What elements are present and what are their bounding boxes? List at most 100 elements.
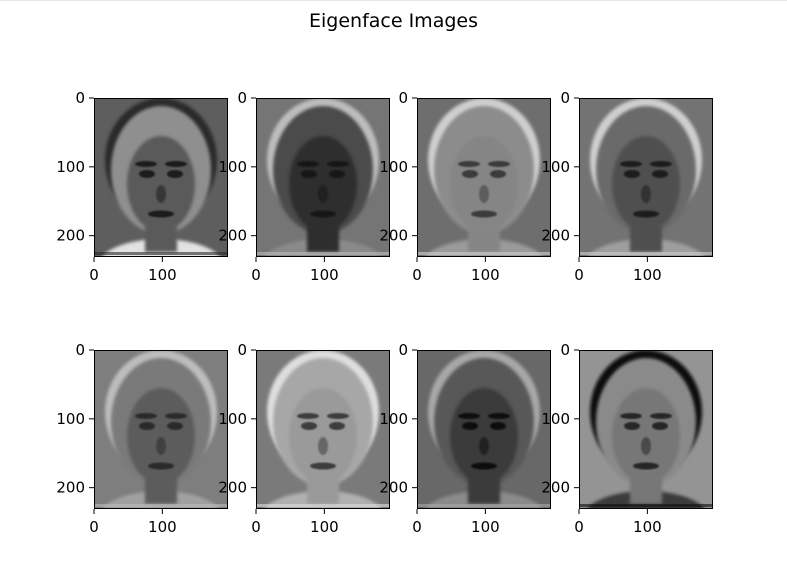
eigenface-image xyxy=(256,350,390,543)
eigenface-image xyxy=(94,350,228,543)
left-eyebrow xyxy=(458,413,480,419)
left-eye xyxy=(301,422,317,430)
y-tick-label: 200 xyxy=(56,227,85,245)
nose xyxy=(156,185,166,203)
bottom-band xyxy=(94,504,228,507)
nose xyxy=(641,185,651,203)
left-eye xyxy=(462,170,478,178)
mouth xyxy=(310,211,336,218)
panel-eigenface-1: 0 1000100200 xyxy=(56,89,228,291)
bottom-band xyxy=(579,504,713,507)
mouth xyxy=(148,211,174,218)
right-eyebrow xyxy=(327,413,349,419)
x-tick-label: 0 xyxy=(412,518,422,536)
nose xyxy=(318,437,328,455)
neck xyxy=(630,226,662,252)
right-eyebrow xyxy=(165,161,187,167)
face xyxy=(127,388,195,484)
y-tick-label: 100 xyxy=(541,410,570,428)
x-tick-label: 0 xyxy=(412,266,422,284)
y-tick-label: 0 xyxy=(75,89,85,107)
mouth xyxy=(471,211,497,218)
right-eye xyxy=(167,170,183,178)
left-eyebrow xyxy=(620,161,642,167)
x-tick-label: 100 xyxy=(471,266,500,284)
right-eyebrow xyxy=(488,161,510,167)
eigenface-image xyxy=(579,98,713,291)
left-eye xyxy=(624,422,640,430)
x-tick-label: 100 xyxy=(310,266,339,284)
eigenface-image xyxy=(579,350,713,543)
face xyxy=(450,388,518,484)
left-eye xyxy=(139,422,155,430)
x-tick-label: 100 xyxy=(148,518,177,536)
right-eye xyxy=(329,422,345,430)
right-eyebrow xyxy=(650,413,672,419)
right-eye xyxy=(490,422,506,430)
left-eye xyxy=(624,170,640,178)
right-eye xyxy=(329,170,345,178)
neck xyxy=(630,478,662,504)
x-tick-label: 0 xyxy=(89,266,99,284)
panel-eigenface-2: 0 100 0 100 200 xyxy=(218,89,390,291)
left-eyebrow xyxy=(297,161,319,167)
y-tick-label: 100 xyxy=(56,410,85,428)
y-tick-label: 100 xyxy=(379,410,408,428)
x-tick-label: 100 xyxy=(471,518,500,536)
left-eyebrow xyxy=(620,413,642,419)
eigenface-image xyxy=(417,350,551,543)
y-tick-label: 200 xyxy=(218,227,247,245)
mouth xyxy=(310,463,336,470)
y-tick-label: 0 xyxy=(237,341,247,359)
neck xyxy=(307,226,339,252)
mouth xyxy=(633,463,659,470)
bottom-band xyxy=(94,252,228,255)
y-tick-label: 0 xyxy=(398,341,408,359)
y-tick-label: 200 xyxy=(56,479,85,497)
panel-eigenface-3: 0 100 0 100 200 xyxy=(379,89,551,291)
x-tick-label: 100 xyxy=(633,266,662,284)
x-tick-label: 0 xyxy=(251,518,261,536)
y-tick-label: 200 xyxy=(379,227,408,245)
face xyxy=(450,136,518,232)
bottom-band xyxy=(417,504,551,507)
neck xyxy=(145,226,177,252)
panel-eigenface-5: 0 100 0 100 200 xyxy=(56,341,228,543)
y-tick-label: 0 xyxy=(560,89,570,107)
left-eye xyxy=(139,170,155,178)
nose xyxy=(156,437,166,455)
nose xyxy=(479,437,489,455)
bottom-band xyxy=(417,252,551,255)
mouth xyxy=(633,211,659,218)
y-tick-label: 200 xyxy=(379,479,408,497)
y-tick-label: 100 xyxy=(218,410,247,428)
x-tick-label: 0 xyxy=(574,266,584,284)
neck xyxy=(307,478,339,504)
nose xyxy=(479,185,489,203)
right-eye xyxy=(652,170,668,178)
eigenface-image xyxy=(417,98,551,291)
right-eyebrow xyxy=(650,161,672,167)
bottom-band xyxy=(256,252,390,255)
y-tick-label: 0 xyxy=(75,341,85,359)
y-tick-label: 200 xyxy=(541,479,570,497)
bottom-band xyxy=(256,504,390,507)
y-tick-label: 0 xyxy=(398,89,408,107)
y-tick-label: 100 xyxy=(218,158,247,176)
mouth xyxy=(471,463,497,470)
right-eyebrow xyxy=(488,413,510,419)
neck xyxy=(468,226,500,252)
y-tick-label: 200 xyxy=(541,227,570,245)
neck xyxy=(145,478,177,504)
face xyxy=(612,388,680,484)
right-eyebrow xyxy=(165,413,187,419)
right-eye xyxy=(167,422,183,430)
left-eyebrow xyxy=(297,413,319,419)
panel-eigenface-4: 0 100 0 100 200 xyxy=(541,89,713,291)
eigenface-image xyxy=(94,98,228,291)
x-tick-label: 100 xyxy=(148,266,177,284)
x-tick-label: 100 xyxy=(633,518,662,536)
bottom-band xyxy=(579,252,713,255)
x-tick-label: 100 xyxy=(310,518,339,536)
